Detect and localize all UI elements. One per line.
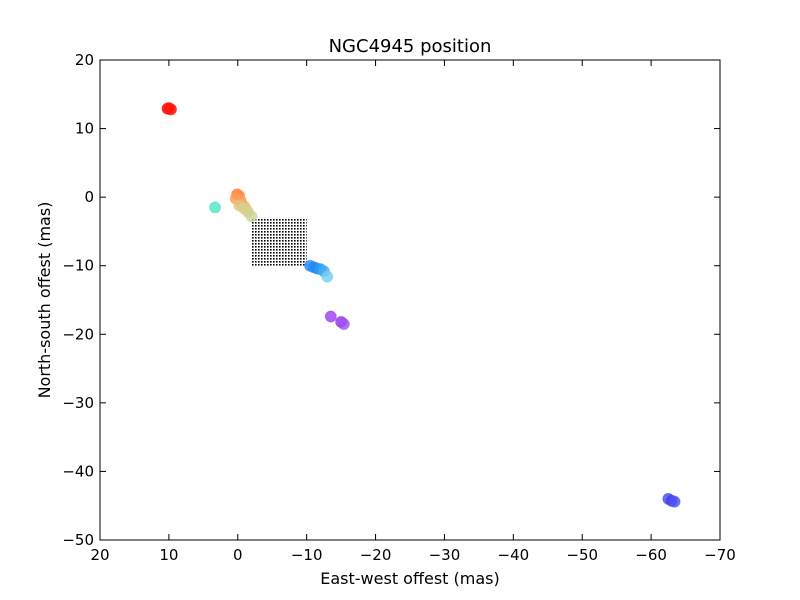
x-tick-label: −10 xyxy=(291,546,323,564)
y-tick-label: −30 xyxy=(62,394,94,412)
x-tick-label: 20 xyxy=(90,546,109,564)
chart-title: NGC4945 position xyxy=(329,36,492,57)
y-tick-label: 10 xyxy=(75,120,94,138)
x-tick-label: −50 xyxy=(566,546,598,564)
y-axis-label: North-south offest (mas) xyxy=(35,202,54,399)
x-tick-label: 0 xyxy=(233,546,243,564)
y-tick-label: −20 xyxy=(62,325,94,343)
data-point xyxy=(668,495,681,508)
x-tick-label: 10 xyxy=(159,546,178,564)
data-point xyxy=(162,102,175,114)
y-tick-label: −10 xyxy=(62,257,94,275)
data-point xyxy=(321,270,334,283)
x-tick-label: −20 xyxy=(360,546,392,564)
y-tick-label: −40 xyxy=(62,462,94,480)
x-tick-label: −40 xyxy=(498,546,530,564)
plot-area xyxy=(161,102,681,508)
x-tick-label: −30 xyxy=(429,546,461,564)
data-point xyxy=(209,201,222,214)
x-tick-label: −60 xyxy=(635,546,667,564)
x-tick-label: −70 xyxy=(704,546,736,564)
hatched-region xyxy=(251,217,307,266)
y-tick-label: −50 xyxy=(62,531,94,549)
data-point xyxy=(324,310,337,323)
y-tick-label: 0 xyxy=(84,188,94,206)
plot-frame xyxy=(99,59,721,541)
y-tick-label: 20 xyxy=(75,51,94,69)
data-point xyxy=(337,318,350,330)
data-point xyxy=(245,210,258,223)
axis-ticks: 20 10 0 −10 −20 −30 −40 −50 −60 −70 20 10 0 −10 −20 −30… xyxy=(62,51,735,564)
x-axis-label: East-west offest (mas) xyxy=(320,569,499,588)
